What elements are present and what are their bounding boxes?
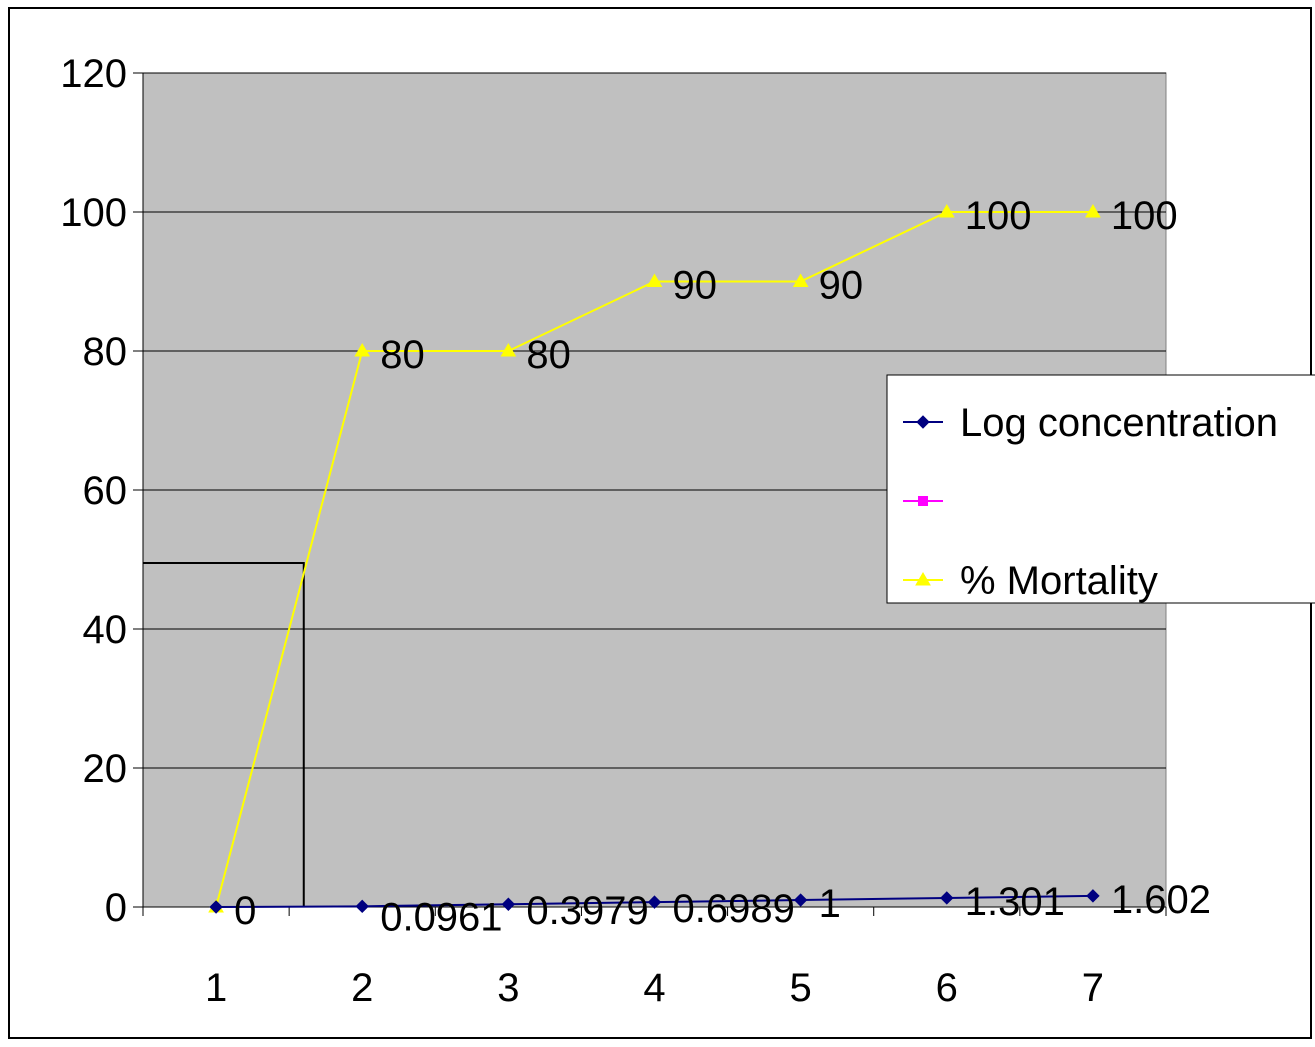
x-tick-label: 6 [936, 966, 958, 1010]
data-point [501, 897, 516, 911]
y-tick-label: 120 [60, 52, 127, 96]
data-point [500, 343, 517, 357]
x-tick-label: 1 [205, 966, 227, 1010]
data-label: 80 [380, 333, 425, 377]
data-point [354, 343, 371, 357]
y-tick-label: 20 [83, 747, 128, 791]
data-label: 100 [1111, 194, 1178, 238]
y-tick-label: 80 [83, 330, 128, 374]
x-tick-label: 5 [790, 966, 812, 1010]
data-label: 90 [819, 264, 864, 308]
data-point [355, 899, 369, 914]
data-point [209, 900, 223, 914]
data-label: 100 [965, 194, 1032, 238]
data-point [1086, 889, 1100, 903]
data-label: 90 [673, 264, 718, 308]
legend-box [886, 374, 1315, 604]
data-label: 1.602 [1111, 878, 1211, 922]
data-label: 0.3979 [526, 889, 648, 933]
series [208, 204, 1101, 914]
interpolation-guide [143, 561, 305, 907]
data-point [793, 893, 808, 907]
data-point [938, 204, 955, 218]
legend-swatch-marker [916, 415, 930, 429]
legend-label: Log concentration [960, 401, 1278, 445]
data-point [940, 891, 954, 905]
data-label: 0.6989 [673, 887, 795, 931]
x-tick-label: 4 [643, 966, 665, 1010]
data-labels: 0 80 80 90 90 100 100 0.0961 0.3979 0.6989 1 1.301 1… [234, 194, 1211, 939]
legend-swatch-marker [918, 496, 928, 506]
y-tick-label: 0 [105, 886, 127, 930]
data-label: 0 [234, 889, 256, 933]
axes: 0 20 40 60 80 100 120 1 2 3 4 5 6 7 [60, 52, 1167, 1010]
data-point [647, 895, 662, 909]
data-point [1085, 204, 1101, 218]
y-tick-label: 60 [83, 469, 128, 513]
data-point [646, 273, 663, 287]
legend: Log concentration % Mortality [886, 374, 1315, 604]
y-tick-label: 40 [83, 608, 128, 652]
annotations [143, 561, 305, 907]
data-label: 80 [526, 333, 571, 377]
x-tick-label: 7 [1082, 966, 1104, 1010]
data-label: 0.0961 [380, 895, 502, 939]
x-tick-label: 3 [497, 966, 519, 1010]
y-tick-label: 100 [60, 191, 127, 235]
data-label: 1 [819, 882, 841, 926]
x-tick-label: 2 [351, 966, 373, 1010]
data-label: 1.301 [965, 880, 1065, 924]
legend-swatch-marker [915, 572, 931, 586]
data-point [792, 273, 809, 287]
legend-label: % Mortality [960, 559, 1158, 603]
